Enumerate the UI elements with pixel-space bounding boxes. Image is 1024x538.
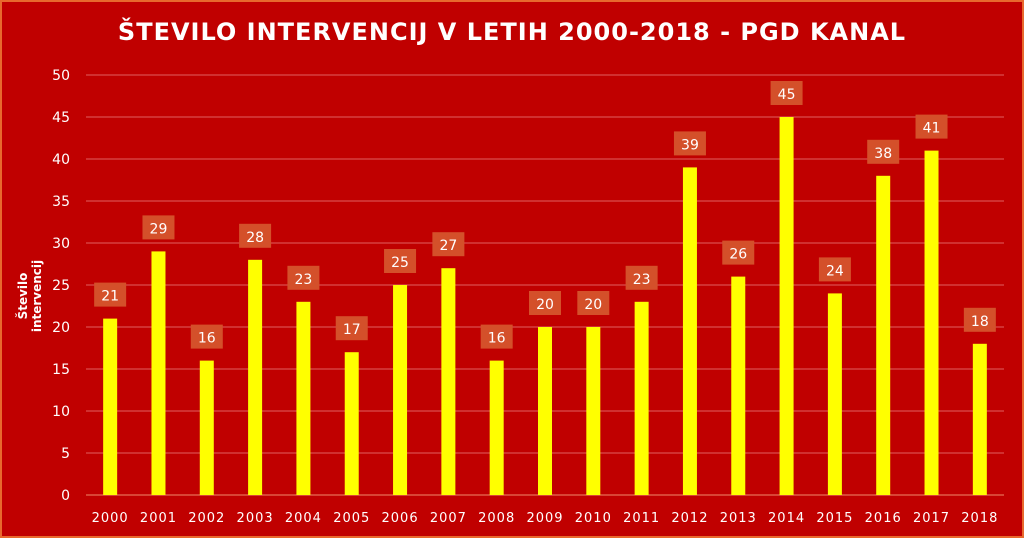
data-label-box [915, 114, 948, 139]
data-label: 25 [391, 255, 409, 271]
bar [103, 318, 118, 495]
bar [344, 352, 359, 495]
bar [731, 276, 746, 495]
x-tick-label: 2001 [140, 511, 177, 526]
data-label: 45 [778, 87, 796, 103]
data-label-box [432, 232, 465, 257]
y-tick-label: 45 [52, 110, 70, 126]
y-tick-label: 15 [52, 362, 70, 378]
data-label-box [190, 324, 223, 349]
data-label-box [818, 257, 851, 282]
bar [682, 167, 697, 495]
data-label-box [577, 291, 610, 315]
x-tick-label: 2018 [961, 511, 998, 526]
x-tick-label: 2010 [575, 511, 612, 526]
data-label-box [625, 265, 658, 290]
bar [827, 293, 842, 495]
data-label: 16 [198, 331, 216, 347]
x-tick-label: 2008 [478, 511, 515, 526]
data-label-box [722, 240, 755, 265]
bar [248, 259, 263, 495]
data-label: 28 [246, 230, 264, 246]
x-tick-label: 2007 [430, 511, 467, 526]
data-label-box [529, 291, 561, 315]
y-tick-label: 5 [61, 446, 70, 462]
bar [199, 360, 214, 495]
x-tick-label: 2017 [913, 511, 950, 526]
data-label: 41 [923, 121, 941, 137]
x-tick-label: 2006 [382, 511, 419, 526]
y-tick-label: 40 [52, 152, 70, 168]
x-tick-label: 2009 [526, 511, 563, 526]
data-label-box [94, 282, 127, 307]
data-label: 16 [488, 331, 506, 347]
bar [876, 175, 891, 496]
x-tick-label: 2000 [92, 511, 129, 526]
data-label: 27 [439, 238, 457, 254]
data-label-box [770, 81, 803, 105]
bar [393, 285, 408, 495]
bar [151, 251, 166, 495]
bar [634, 301, 649, 495]
data-label: 26 [729, 247, 747, 263]
bar [441, 268, 456, 495]
x-tick-label: 2016 [865, 511, 902, 526]
data-label: 24 [826, 263, 844, 279]
x-tick-label: 2014 [768, 511, 805, 526]
y-tick-label: 50 [52, 68, 70, 84]
data-label: 20 [536, 297, 554, 313]
bar [586, 327, 601, 495]
bar [538, 327, 552, 495]
data-label-box [673, 131, 706, 156]
x-tick-label: 2002 [188, 511, 225, 526]
bar [972, 343, 987, 495]
y-tick-label: 20 [52, 320, 70, 336]
chart-title: ŠTEVILO INTERVENCIJ V LETIH 2000-2018 - … [117, 18, 907, 46]
bar [296, 301, 311, 495]
bar [924, 150, 939, 495]
x-tick-label: 2012 [671, 511, 708, 526]
data-label-box [239, 223, 272, 248]
data-label-box [335, 316, 368, 341]
data-label: 38 [874, 146, 892, 162]
data-label: 17 [343, 322, 361, 338]
x-tick-label: 2013 [720, 511, 757, 526]
data-label-box [963, 307, 996, 332]
data-label-box [384, 249, 417, 273]
data-label: 23 [295, 272, 313, 288]
data-label: 29 [150, 221, 168, 237]
y-tick-label: 35 [52, 194, 70, 210]
y-tick-label: 25 [52, 278, 70, 294]
bar [489, 360, 504, 495]
data-label-box [480, 324, 513, 349]
y-tick-label: 10 [52, 404, 70, 420]
x-tick-label: 2004 [285, 511, 322, 526]
data-label-box [287, 265, 320, 290]
bar [779, 117, 794, 495]
x-tick-label: 2005 [333, 511, 370, 526]
x-tick-label: 2011 [623, 511, 660, 526]
data-label: 21 [101, 289, 119, 305]
data-label-box [867, 139, 900, 164]
data-label: 23 [633, 272, 651, 288]
y-tick-label: 30 [52, 236, 70, 252]
data-label: 20 [584, 297, 602, 313]
data-label: 18 [971, 314, 989, 330]
data-label-box [142, 215, 175, 240]
data-label: 39 [681, 137, 699, 153]
y-tick-label: 0 [61, 488, 70, 504]
x-tick-label: 2015 [816, 511, 853, 526]
x-tick-label: 2003 [237, 511, 274, 526]
